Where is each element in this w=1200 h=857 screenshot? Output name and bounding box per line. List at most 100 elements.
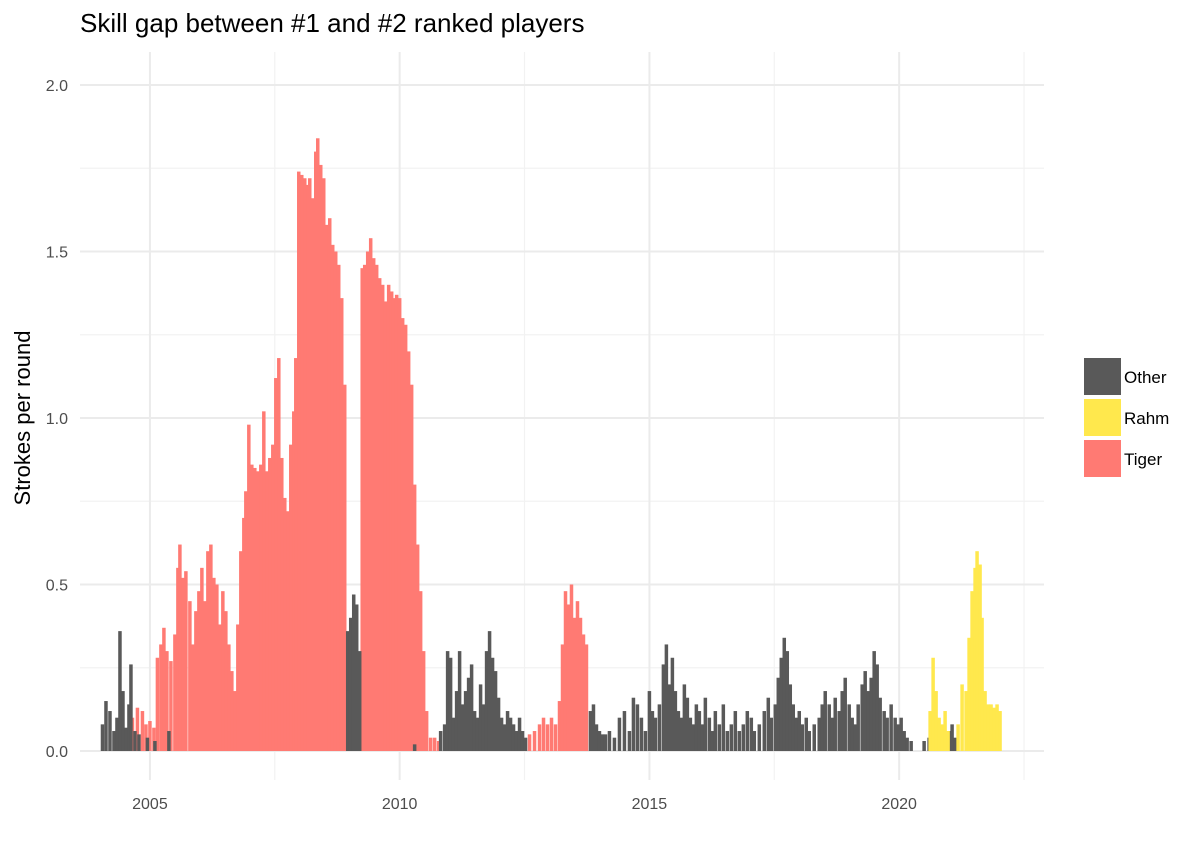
bar	[553, 724, 558, 751]
bar	[707, 717, 712, 751]
bar	[703, 697, 708, 751]
y-axis-label: Strokes per round	[10, 331, 35, 506]
bar	[584, 644, 589, 751]
bar	[463, 691, 468, 751]
bar	[383, 301, 388, 751]
bar	[247, 424, 251, 751]
bar	[950, 724, 954, 751]
bar	[322, 178, 326, 752]
bar	[475, 717, 480, 751]
bar	[710, 731, 715, 751]
bar	[421, 651, 426, 751]
bar	[992, 707, 996, 751]
bar	[145, 737, 150, 751]
bar	[591, 704, 596, 751]
bar	[133, 731, 137, 751]
bar	[804, 717, 808, 751]
bar	[741, 724, 746, 751]
bar	[627, 731, 632, 751]
x-tick-label: 2010	[382, 796, 418, 813]
legend-key-other	[1084, 358, 1121, 395]
bar	[612, 737, 617, 751]
bar	[469, 664, 474, 751]
bar	[178, 544, 182, 751]
bar	[569, 584, 574, 751]
bar	[330, 244, 335, 751]
bar	[242, 517, 246, 751]
bar	[368, 238, 373, 751]
bar	[454, 691, 459, 751]
bar	[274, 378, 278, 751]
bar	[588, 711, 593, 751]
bar	[956, 724, 960, 751]
bar	[594, 724, 599, 751]
bar	[937, 717, 941, 751]
bar	[100, 724, 105, 751]
bar	[502, 724, 507, 751]
bar	[380, 284, 385, 751]
bar	[833, 697, 837, 751]
legend-label-other: Other	[1124, 368, 1167, 387]
bar	[371, 258, 376, 751]
bar	[733, 711, 738, 751]
bar	[460, 704, 465, 751]
x-tick-label: 2005	[132, 796, 168, 813]
bar	[520, 731, 525, 751]
bar	[721, 704, 726, 751]
bar	[893, 717, 897, 751]
bar	[860, 684, 864, 751]
bar	[514, 731, 519, 751]
bar	[354, 604, 359, 751]
bar	[438, 731, 443, 751]
bar	[575, 601, 580, 751]
bar	[115, 717, 119, 751]
bar	[905, 737, 909, 751]
bar	[209, 544, 213, 751]
bar	[885, 717, 889, 751]
bar	[931, 657, 935, 751]
bar	[294, 358, 298, 751]
bar	[779, 657, 784, 751]
bar	[650, 711, 655, 751]
bar	[197, 591, 201, 751]
bar	[118, 631, 122, 751]
bar	[505, 711, 510, 751]
legend-label-rahm: Rahm	[1124, 409, 1169, 428]
bar	[484, 651, 489, 751]
bar	[643, 731, 648, 751]
bar	[351, 594, 356, 751]
bar	[221, 591, 225, 751]
bar	[676, 711, 681, 751]
bar	[928, 711, 932, 751]
bar	[153, 741, 157, 751]
bar	[448, 657, 453, 751]
bar	[725, 731, 730, 751]
bar	[233, 691, 237, 751]
bar	[549, 717, 554, 751]
bar	[998, 711, 1002, 751]
bar	[377, 278, 382, 751]
bar	[445, 651, 450, 751]
legend-key-rahm	[1084, 399, 1121, 436]
bar	[745, 711, 750, 751]
bar	[622, 711, 627, 751]
bar	[212, 577, 216, 751]
bar	[499, 717, 504, 751]
bar	[336, 264, 341, 751]
bar	[717, 724, 722, 751]
bar	[478, 684, 483, 751]
bar	[188, 601, 192, 751]
y-tick-label: 0.0	[46, 744, 68, 761]
axes: 2005 2010 2015 2020 0.0 0.5 1.0 1.5 2.0	[46, 78, 917, 813]
bar	[297, 171, 301, 751]
bar	[830, 717, 834, 751]
bar	[872, 651, 876, 751]
bar	[545, 724, 550, 751]
bar	[165, 651, 169, 751]
bar	[121, 691, 125, 751]
bar	[406, 351, 411, 751]
bar	[773, 704, 778, 751]
bar	[807, 731, 811, 751]
bar	[670, 657, 675, 751]
bar	[311, 198, 315, 752]
